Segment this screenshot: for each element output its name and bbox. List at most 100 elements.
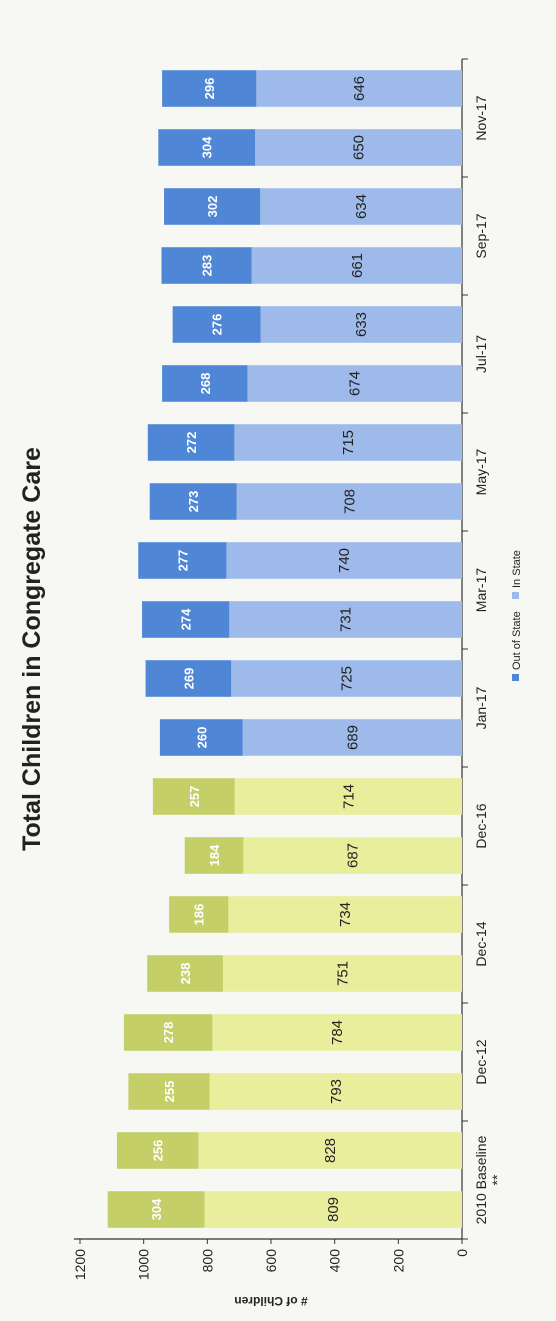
bar-in-state [260,306,462,343]
data-label-in-state: 674 [347,371,364,396]
bar-out-of-state [142,601,230,638]
bar-out-of-state [162,70,257,107]
data-label-in-state: 828 [322,1138,339,1163]
data-label-out-of-state: 255 [162,1081,177,1103]
data-label-in-state: 689 [344,725,361,750]
data-label-out-of-state: 269 [181,668,196,690]
bar-in-state [204,1191,463,1228]
bar-in-state [228,896,462,933]
data-label-out-of-state: 257 [187,786,202,808]
bar-in-state [198,1132,462,1169]
bar-out-of-state [161,247,252,284]
x-tick-label: Dec-12 [473,1039,489,1084]
bar-out-of-state [164,188,261,225]
legend: Out of State In State [511,550,523,681]
bar-in-state [247,365,462,402]
data-label-in-state: 740 [336,548,353,573]
data-label-in-state: 725 [339,666,356,691]
data-label-in-state: 650 [351,135,368,160]
data-label-out-of-state: 278 [161,1022,176,1044]
data-label-out-of-state: 283 [200,255,215,277]
bar-in-state [234,778,462,815]
bar-out-of-state [169,896,229,933]
data-label-out-of-state: 260 [194,727,209,749]
bar-in-state [234,424,462,461]
data-label-in-state: 784 [329,1020,346,1045]
x-tick-label: Mar-17 [473,568,489,613]
y-tick-label: 400 [327,1249,343,1273]
y-tick-label: 1200 [72,1249,88,1280]
bar-in-state [222,955,462,992]
bar-in-state [236,483,462,520]
x-tick-label: Sep-17 [473,213,489,258]
data-label-in-state: 661 [349,253,366,278]
bars-group: 809 304 828 256 793 255 784 278 751 238 734 186 687 1… [107,70,463,1228]
data-label-in-state: 793 [328,1079,345,1104]
data-label-in-state: 646 [351,76,368,101]
data-label-out-of-state: 277 [175,550,190,572]
bar-in-state [243,837,462,874]
bar-out-of-state [147,424,235,461]
chart-title: Total Children in Congregate Care [18,447,46,851]
bar-in-state [229,601,462,638]
data-label-out-of-state: 302 [205,196,220,218]
bar-in-state [260,188,462,225]
bar-in-state [255,129,462,166]
bar-out-of-state [152,778,235,815]
data-label-in-state: 633 [353,312,370,337]
bar-out-of-state [123,1014,213,1051]
bar-out-of-state [147,955,223,992]
data-label-in-state: 687 [345,843,362,868]
data-label-out-of-state: 273 [186,491,201,513]
data-label-out-of-state: 274 [179,608,194,630]
x-tick-label-note: ** [489,1174,505,1185]
data-label-out-of-state: 272 [184,432,199,454]
bar-in-state [256,70,462,107]
x-tick-label: 2010 Baseline [473,1135,489,1224]
data-label-in-state: 708 [341,489,358,514]
bar-out-of-state [116,1132,199,1169]
bar-out-of-state [107,1191,205,1228]
bar-in-state [251,247,462,284]
bar-out-of-state [145,660,232,697]
bar-in-state [242,719,462,756]
y-tick-label: 0 [454,1249,470,1257]
legend-label-out-of-state: Out of State [511,611,523,670]
bar-out-of-state [138,542,227,579]
data-label-in-state: 751 [334,961,351,986]
x-tick-label: May-17 [473,448,489,495]
x-tick-label: Jan-17 [473,686,489,729]
bar-in-state [212,1014,462,1051]
data-label-out-of-state: 256 [151,1140,166,1162]
data-label-in-state: 634 [353,194,370,219]
bar-out-of-state [128,1073,210,1110]
y-tick-label: 200 [390,1249,406,1273]
y-tick-label: 1000 [136,1249,152,1280]
bar-in-state [231,660,462,697]
data-label-in-state: 731 [338,607,355,632]
bar-in-state [226,542,462,579]
bar-out-of-state [149,483,237,520]
legend-swatch-out-of-state [512,674,519,681]
data-label-out-of-state: 184 [207,844,222,866]
data-label-in-state: 809 [325,1197,342,1222]
bar-out-of-state [172,306,261,343]
y-axis-ticks: 0 200 400 600 800 1000 1200 [72,1239,470,1280]
data-label-out-of-state: 268 [198,373,213,395]
y-tick-label: 800 [199,1249,215,1273]
bar-out-of-state [184,837,244,874]
data-label-out-of-state: 304 [200,136,215,158]
x-tick-label: Dec-14 [473,921,489,966]
legend-swatch-in-state [512,592,519,599]
data-label-out-of-state: 304 [149,1198,164,1220]
data-label-in-state: 715 [340,430,357,455]
x-tick-label: Jul-17 [473,335,489,373]
data-label-in-state: 734 [337,902,354,927]
bar-out-of-state [158,129,256,166]
legend-label-in-state: In State [511,550,523,588]
data-label-out-of-state: 186 [192,904,207,926]
x-tick-label: Nov-17 [473,95,489,140]
